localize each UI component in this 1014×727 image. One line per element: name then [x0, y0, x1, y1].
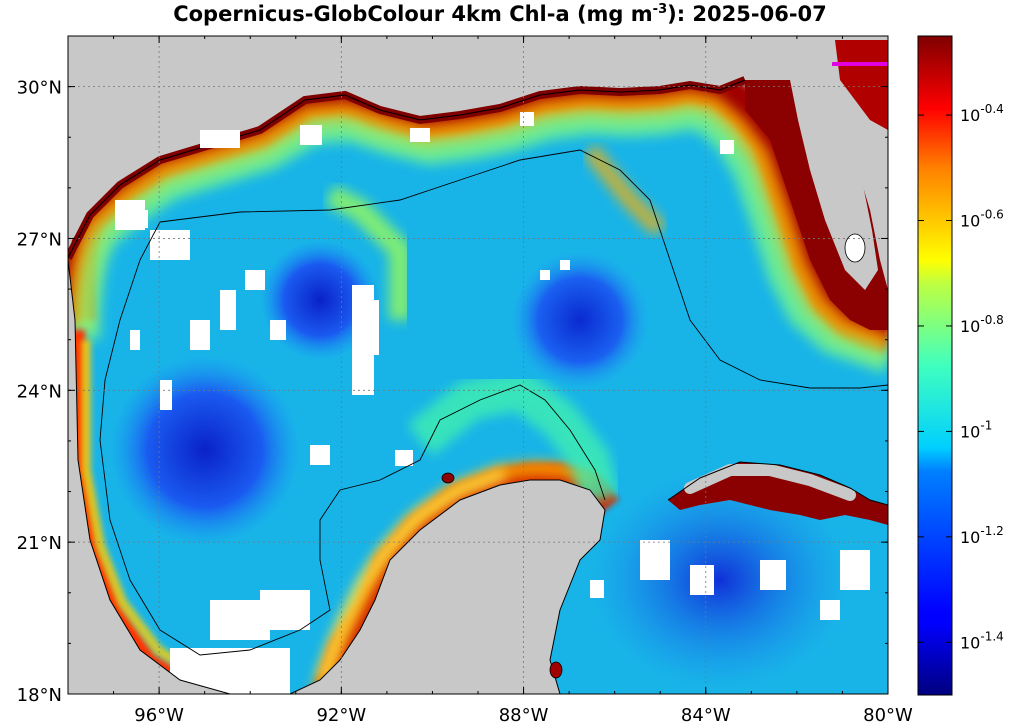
colorbar-label: 10-0.4: [960, 102, 1004, 125]
longitude-labels: 96°W 92°W 88°W 84°W 80°W: [134, 705, 913, 726]
lon-label: 92°W: [316, 705, 366, 726]
yucatan-land: [290, 480, 605, 694]
mexico-west-land: [68, 260, 230, 694]
us-land: [68, 36, 888, 260]
map-title: Copernicus-GlobColour 4km Chl-a (mg m-3)…: [60, 2, 940, 26]
lon-label: 84°W: [681, 705, 731, 726]
colorbar-label: 10-1: [960, 418, 992, 441]
colorbar-ticks: 10-0.4 10-0.6 10-0.8 10-1 10-1.2 10-1.4: [918, 102, 1004, 652]
map-area: [68, 36, 888, 694]
island: [441, 472, 455, 484]
colorbar-label: 10-1.4: [960, 629, 1004, 652]
northwest-eddy: [260, 240, 380, 360]
lat-label: 30°N: [17, 78, 62, 99]
graticule: [68, 36, 888, 694]
loop-current-eddy: [510, 250, 650, 390]
western-eddy: [110, 355, 300, 545]
title-main: Copernicus-GlobColour 4km Chl-a (mg m: [173, 2, 653, 26]
lon-label: 88°W: [499, 705, 549, 726]
lat-label: 24°N: [17, 381, 62, 402]
caribbean-eddy: [590, 470, 850, 690]
shelf-contour-north: [159, 149, 888, 389]
lat-label: 21°N: [17, 533, 62, 554]
island: [549, 661, 563, 679]
colorbar-label: 10-0.8: [960, 313, 1004, 336]
lake-okeechobee: [844, 233, 866, 263]
colorbar-label: 10-1.2: [960, 524, 1004, 547]
colorbar: [917, 35, 953, 696]
lat-label: 27°N: [17, 229, 62, 250]
cloud-gaps: [115, 200, 870, 694]
colorbar-label: 10-0.6: [960, 208, 1004, 231]
shelf-contour-south: [99, 221, 606, 656]
frame-ticks: [67, 35, 889, 695]
lon-label: 96°W: [134, 705, 184, 726]
lat-label: 18°N: [17, 685, 62, 706]
title-superscript: -3: [652, 2, 668, 17]
title-date: ): 2025-06-07: [667, 2, 827, 26]
lon-label: 80°W: [863, 705, 913, 726]
latitude-labels: 30°N 27°N 24°N 21°N 18°N: [17, 78, 62, 706]
cuba: [667, 461, 888, 525]
